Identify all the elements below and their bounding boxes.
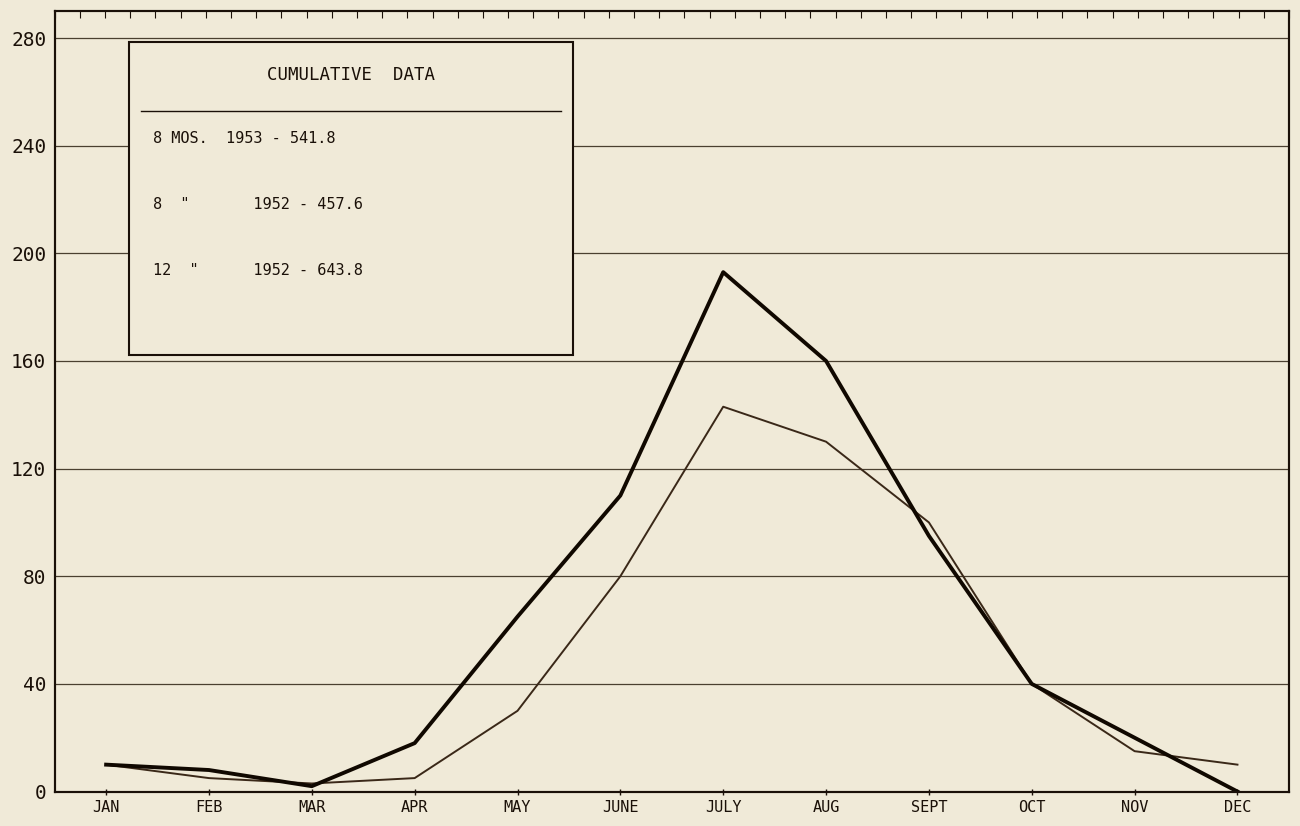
Text: 8  "       1952 - 457.6: 8 " 1952 - 457.6 xyxy=(153,197,363,211)
Text: 12  "      1952 - 643.8: 12 " 1952 - 643.8 xyxy=(153,263,363,278)
Text: 8 MOS.  1953 - 541.8: 8 MOS. 1953 - 541.8 xyxy=(153,131,335,145)
Text: CUMULATIVE  DATA: CUMULATIVE DATA xyxy=(266,66,436,83)
FancyBboxPatch shape xyxy=(129,42,573,354)
